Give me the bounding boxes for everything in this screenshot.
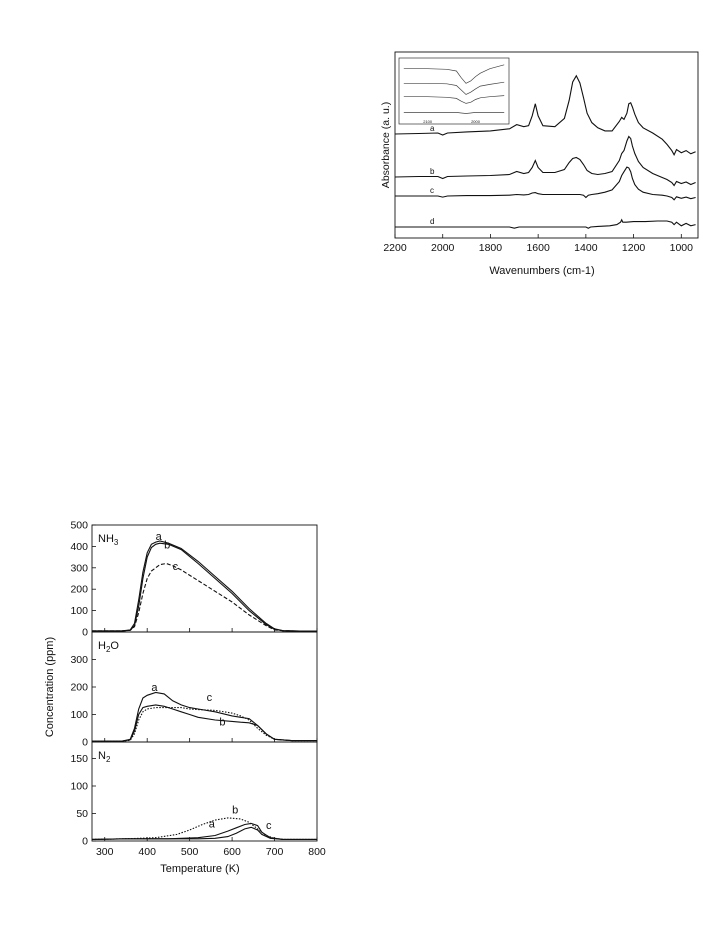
ir-x-tick-label: 1600 xyxy=(526,242,550,254)
ir-x-tick-label: 1400 xyxy=(574,242,598,254)
ir-curve-label-b: b xyxy=(430,167,435,176)
ir-x-tick-label: 2000 xyxy=(431,242,455,254)
tpd-y-tick-label: 500 xyxy=(70,520,88,532)
tpd-series-2-a xyxy=(91,826,317,840)
ir-inset-series-1 xyxy=(403,81,505,95)
ir-plot-marks: a b c d xyxy=(394,74,696,229)
ir-inset-tick-label: 2000 xyxy=(471,119,481,124)
tpd-y-axis-label: Concentration (ppm) xyxy=(44,637,56,737)
ir-y-axis-label: Absorbance (a. u.) xyxy=(380,102,392,188)
ir-inset-tick-label: 2100 xyxy=(423,119,433,124)
tpd-series-1-c xyxy=(92,707,317,742)
tpd-series-2-b xyxy=(91,822,317,840)
tpd-y-tick-label: 300 xyxy=(70,654,88,666)
tpd-curve-label-1-b: b xyxy=(219,717,225,729)
ir-plot-frame xyxy=(394,51,699,239)
tpd-x-tick-label: 700 xyxy=(266,846,284,858)
tpd-series-0-b xyxy=(92,542,317,632)
tpd-y-tick-label: 200 xyxy=(70,584,88,596)
tpd-curve-label-1-c: c xyxy=(207,692,213,704)
tpd-curve-label-2-b: b xyxy=(232,805,238,817)
tpd-x-axis-label: Temperature (K) xyxy=(160,863,239,875)
tpd-curve-label-1-a: a xyxy=(151,682,158,694)
tpd-y-tick-label: 100 xyxy=(70,781,88,793)
tpd-curve-label-2-c: c xyxy=(266,820,272,832)
ir-inset-series-3 xyxy=(403,112,505,114)
tpd-concentration-chart: 0100200300400500abcNH30100200300abcH2O05… xyxy=(44,520,326,876)
ir-x-axis-label: Wavenumbers (cm-1) xyxy=(489,265,594,277)
ir-curve-label-c: c xyxy=(430,186,434,195)
ir-series-c xyxy=(395,166,696,201)
ir-series-d xyxy=(395,218,696,229)
ir-curve-label-a: a xyxy=(430,124,435,133)
tpd-y-tick-label: 0 xyxy=(82,627,88,639)
ir-inset: 2100 2000 xyxy=(398,57,510,125)
tpd-curve-label-0-b: b xyxy=(164,540,170,552)
tpd-x-tick-label: 600 xyxy=(223,846,241,858)
ir-series-b xyxy=(394,135,696,187)
tpd-y-tick-label: 150 xyxy=(70,753,88,765)
tpd-plot-marks: 0100200300400500abcNH30100200300abcH2O05… xyxy=(70,520,325,859)
tpd-y-tick-label: 50 xyxy=(76,808,88,820)
ir-series-a xyxy=(394,74,696,157)
tpd-curve-label-0-a: a xyxy=(156,531,163,543)
tpd-y-tick-label: 100 xyxy=(70,605,88,617)
tpd-panel-frame-0 xyxy=(91,524,318,633)
tpd-panel-frame-2 xyxy=(91,741,318,842)
tpd-panel-label-0: NH3 xyxy=(98,533,119,547)
tpd-series-0-a xyxy=(92,540,317,632)
ir-x-ticks: 2200 2000 1800 1600 1400 1200 1000 xyxy=(383,234,693,254)
ir-inset-series-0 xyxy=(403,64,505,84)
tpd-y-tick-label: 0 xyxy=(82,737,88,749)
ir-x-tick-label: 1000 xyxy=(670,242,694,254)
tpd-panel-label-2: N2 xyxy=(98,750,111,764)
tpd-series-1-b xyxy=(92,704,317,742)
tpd-x-tick-label: 500 xyxy=(181,846,199,858)
ir-curve-label-d: d xyxy=(430,217,434,226)
ir-x-tick-label: 2200 xyxy=(383,242,407,254)
tpd-panel-label-1: H2O xyxy=(98,640,119,654)
tpd-y-tick-label: 200 xyxy=(70,682,88,694)
tpd-x-tick-label: 300 xyxy=(96,846,114,858)
tpd-series-1-a xyxy=(92,691,317,742)
tpd-y-tick-label: 100 xyxy=(70,709,88,721)
tpd-series-2-c xyxy=(91,817,317,840)
tpd-series-0-c xyxy=(92,562,317,632)
ir-x-tick-label: 1200 xyxy=(622,242,646,254)
ir-x-tick-label: 1800 xyxy=(479,242,503,254)
tpd-x-tick-label: 400 xyxy=(138,846,156,858)
tpd-y-tick-label: 400 xyxy=(70,541,88,553)
tpd-y-tick-label: 0 xyxy=(82,836,88,848)
tpd-x-tick-label: 800 xyxy=(308,846,326,858)
tpd-y-tick-label: 300 xyxy=(70,562,88,574)
tpd-panel-frame-1 xyxy=(91,631,318,743)
ir-inset-series-2 xyxy=(403,95,505,104)
ir-spectrum-chart: a b c d 2100 2000 2200 2000 1800 1600 1400 1200 10… xyxy=(380,51,699,277)
tpd-curve-label-2-a: a xyxy=(209,818,216,830)
tpd-curve-label-0-c: c xyxy=(173,561,179,573)
